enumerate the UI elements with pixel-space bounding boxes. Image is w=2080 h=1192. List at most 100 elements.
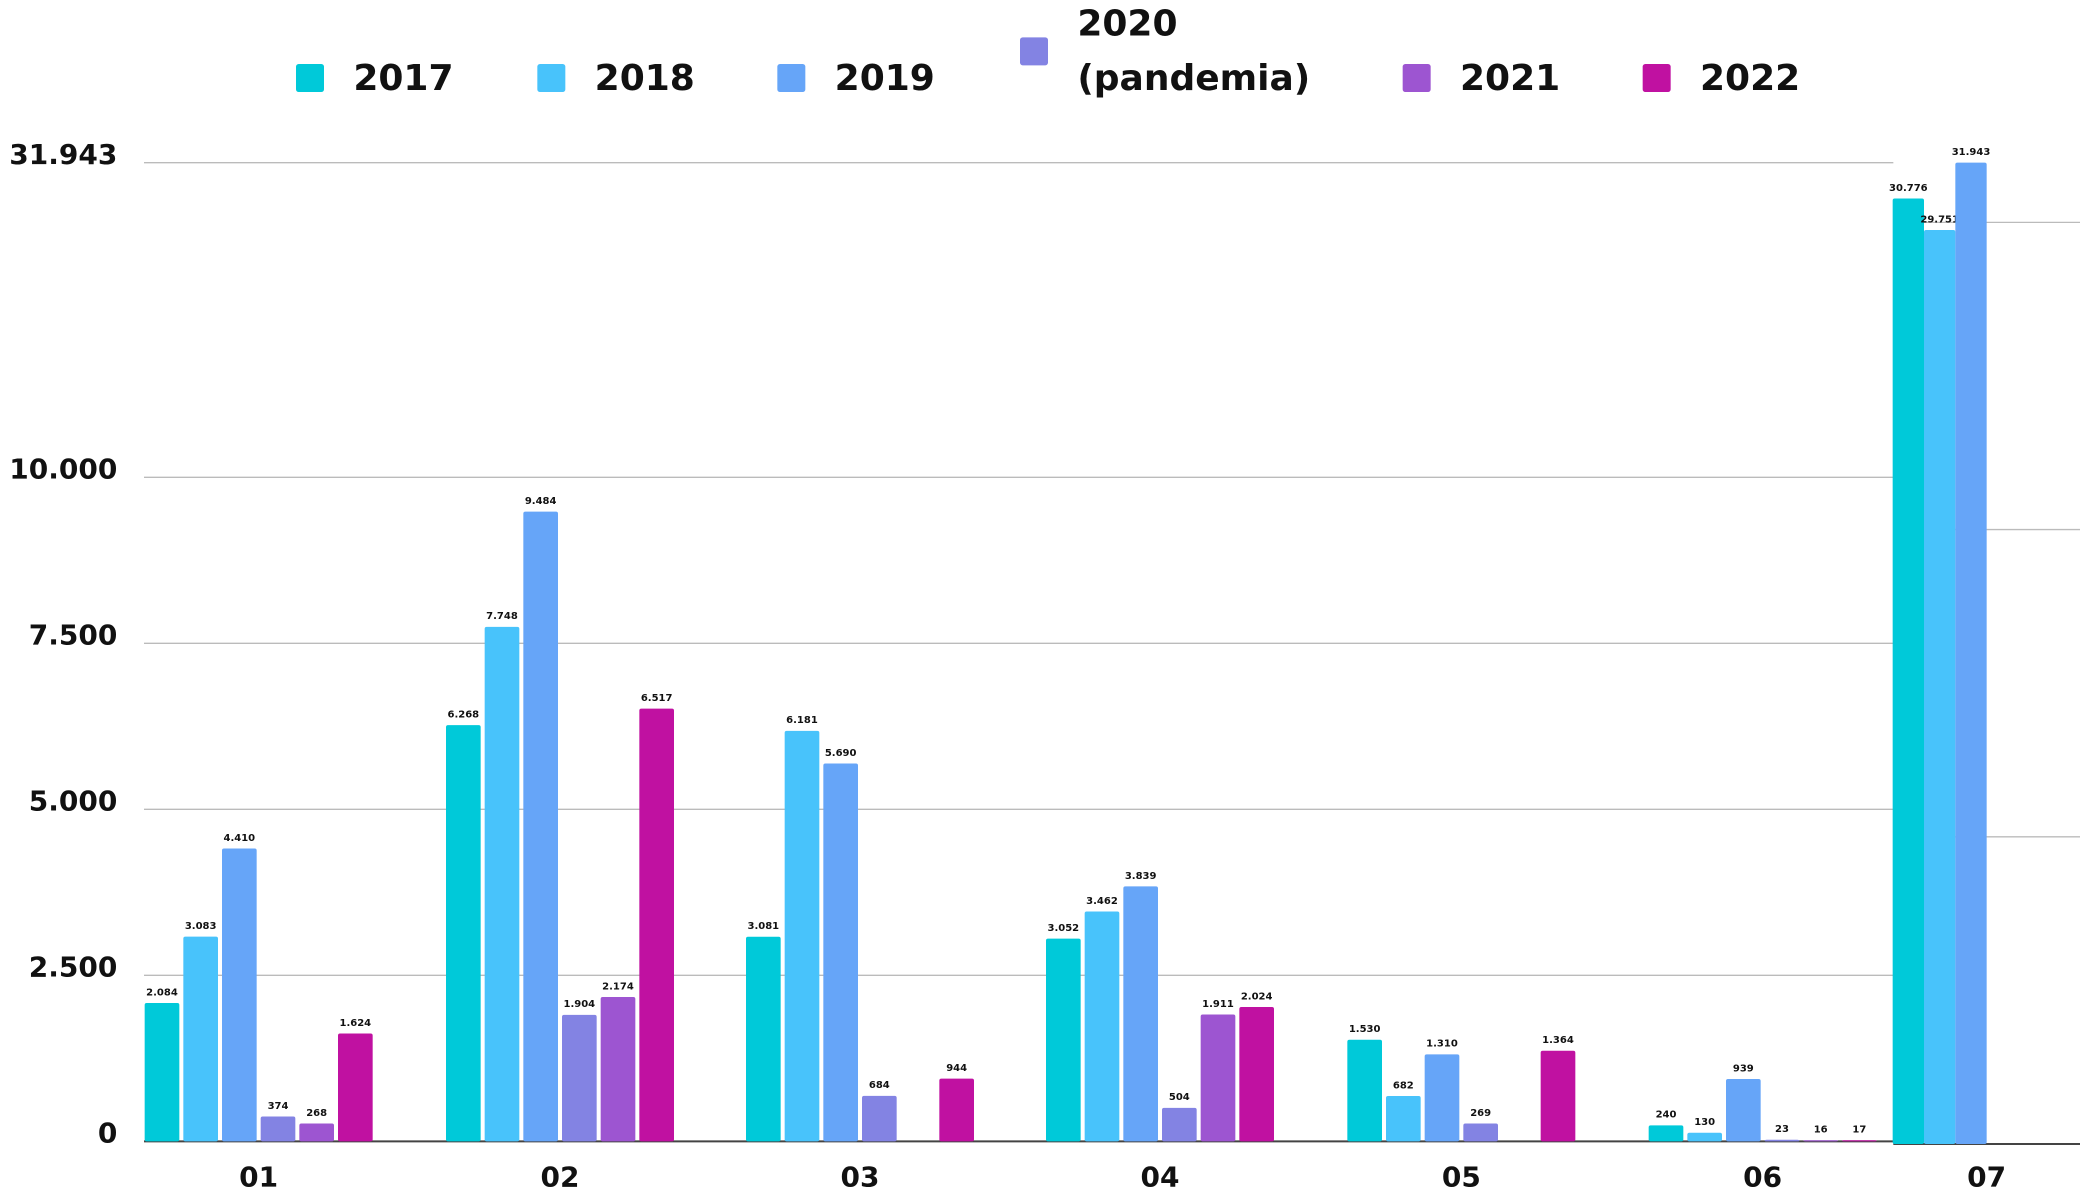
value-label: 130 [1694, 1117, 1715, 1128]
y-tick-label: 31.943 [9, 138, 117, 171]
value-label: 2.024 [1241, 991, 1273, 1002]
value-label: 2.084 [146, 987, 178, 998]
bar [338, 1033, 373, 1142]
legend-swatch [1402, 64, 1431, 92]
bar [1648, 1125, 1684, 1142]
value-label: 240 [1656, 1110, 1677, 1121]
bar [1386, 1096, 1421, 1142]
value-label: 31.943 [1952, 147, 1991, 158]
legend-label: 2018 [595, 58, 695, 99]
bar [562, 1014, 597, 1142]
bar [746, 936, 781, 1142]
value-label: 1.310 [1426, 1039, 1458, 1050]
bar [1162, 1107, 1197, 1142]
bar [260, 1116, 296, 1142]
bar [1123, 886, 1158, 1142]
value-label: 3.462 [1086, 896, 1118, 907]
value-label: 17 [1852, 1125, 1866, 1136]
bar [446, 725, 481, 1142]
bar [523, 511, 558, 1142]
legend-swatch [777, 64, 806, 92]
x-tick-label: 05 [1442, 1161, 1481, 1192]
x-tick-label: 01 [239, 1161, 278, 1192]
value-label: 682 [1393, 1080, 1414, 1091]
x-tick-label: 04 [1141, 1161, 1180, 1192]
bar [1084, 911, 1120, 1142]
legend-swatch [537, 64, 566, 92]
bar [1540, 1050, 1576, 1142]
x-tick-label: 02 [541, 1161, 580, 1192]
bar [484, 626, 520, 1142]
value-label: 268 [306, 1108, 327, 1119]
value-label: 5.690 [825, 748, 857, 759]
bar [183, 936, 218, 1142]
y-tick-label: 0 [98, 1117, 117, 1150]
value-label: 29.751 [1920, 214, 1959, 225]
value-label: 2.174 [602, 981, 634, 992]
value-label: 23 [1775, 1124, 1789, 1135]
bar [1924, 230, 1956, 1145]
value-label: 3.081 [748, 921, 780, 932]
bar [1892, 198, 1924, 1144]
bar [1955, 162, 1987, 1144]
legend-swatch [1642, 64, 1671, 92]
bar [1726, 1078, 1761, 1142]
bar [144, 1002, 180, 1142]
value-label: 684 [869, 1080, 890, 1091]
bar [823, 763, 858, 1142]
bar [1803, 1140, 1838, 1142]
legend-label: 2019 [835, 58, 935, 99]
bar [1764, 1139, 1800, 1142]
legend-swatch [296, 64, 324, 92]
bar [784, 730, 820, 1142]
value-label: 4.410 [224, 833, 256, 844]
value-label: 16 [1814, 1125, 1828, 1136]
value-label: 9.484 [525, 496, 557, 507]
bar [1424, 1054, 1460, 1142]
value-label: 374 [268, 1101, 289, 1112]
value-label: 6.181 [786, 715, 818, 726]
legend-swatch [1020, 37, 1048, 66]
value-label: 30.776 [1889, 183, 1928, 194]
bar [639, 708, 674, 1142]
bar [222, 848, 257, 1142]
value-label: 269 [1470, 1108, 1491, 1119]
legend-label: 2017 [353, 58, 453, 99]
value-label: 7.748 [486, 611, 518, 622]
bar [1347, 1039, 1382, 1142]
value-label: 1.530 [1349, 1024, 1381, 1035]
bar [1239, 1006, 1274, 1142]
legend-label: 2022 [1700, 58, 1800, 99]
bar [1046, 938, 1081, 1142]
bar [1200, 1014, 1236, 1142]
x-tick-label: 07 [1967, 1161, 2006, 1192]
value-label: 3.839 [1125, 871, 1157, 882]
bar [862, 1095, 897, 1142]
bar [1687, 1132, 1722, 1142]
y-tick-label: 5.000 [29, 785, 118, 818]
value-label: 1.911 [1202, 999, 1234, 1010]
value-label: 504 [1169, 1092, 1190, 1103]
value-label: 944 [946, 1063, 967, 1074]
value-label: 6.268 [448, 709, 480, 720]
bar [299, 1123, 334, 1142]
value-label: 3.083 [185, 921, 217, 932]
value-label: 1.904 [564, 999, 596, 1010]
y-tick-label: 10.000 [9, 453, 117, 486]
value-label: 6.517 [641, 693, 673, 704]
legend-label: 2020 (pandemia) [1077, 3, 1310, 99]
bar [1842, 1140, 1877, 1142]
legend-label: 2021 [1460, 58, 1560, 99]
x-tick-label: 06 [1743, 1161, 1782, 1192]
bar [1463, 1123, 1498, 1142]
value-label: 1.624 [340, 1018, 372, 1029]
bar [600, 996, 636, 1142]
value-label: 1.364 [1542, 1035, 1574, 1046]
y-tick-label: 2.500 [29, 951, 118, 984]
value-label: 939 [1733, 1063, 1754, 1074]
value-label: 3.052 [1048, 923, 1080, 934]
y-tick-label: 7.500 [29, 619, 118, 652]
bar [939, 1078, 974, 1142]
